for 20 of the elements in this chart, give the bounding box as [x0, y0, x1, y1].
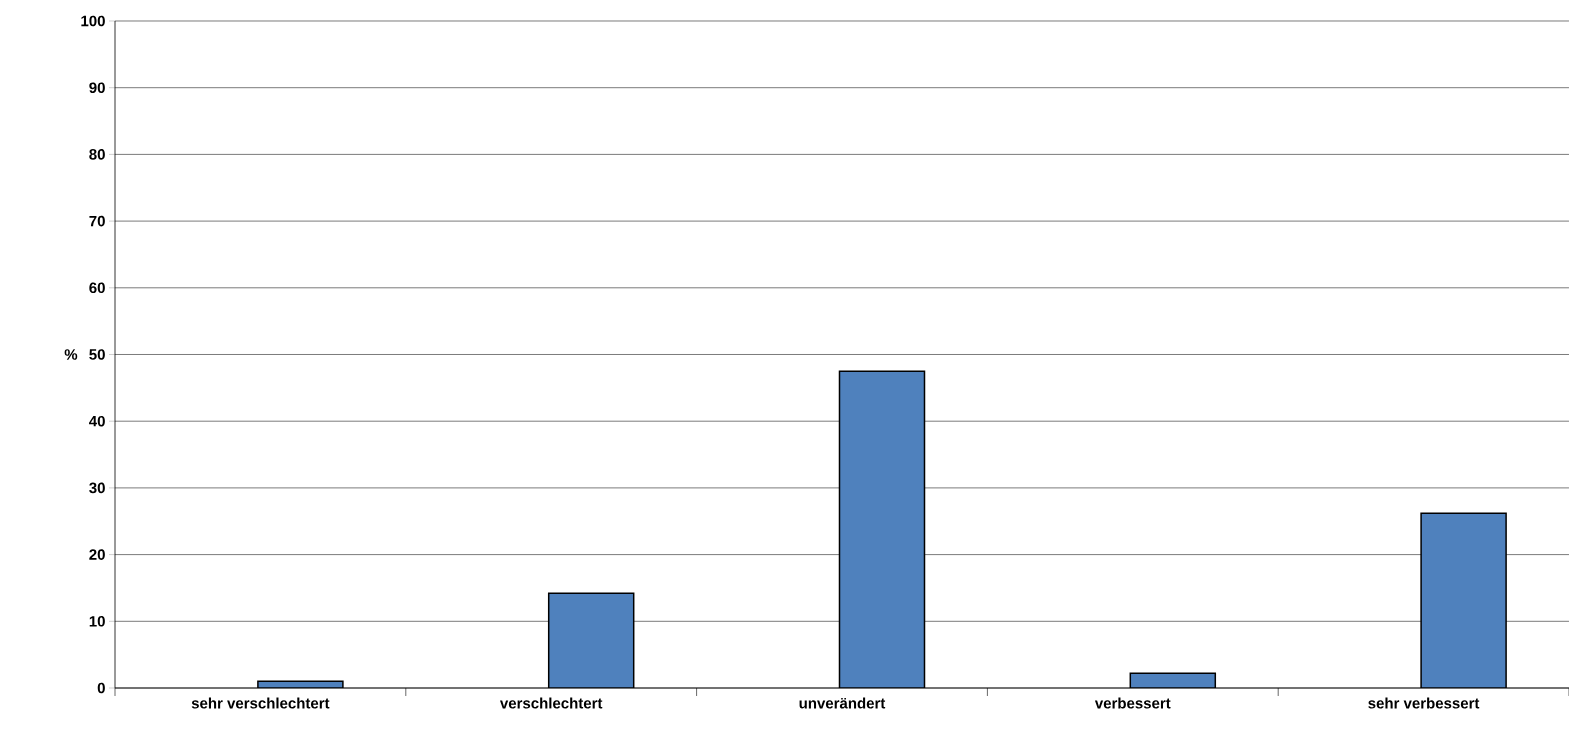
- y-tick-label: 70: [89, 215, 105, 227]
- y-tick-label: 0: [97, 682, 105, 694]
- x-tick-label: unverändert: [799, 697, 886, 709]
- y-tick-label: 10: [89, 615, 105, 627]
- x-tick-label: verschlechtert: [499, 697, 603, 709]
- x-tick-label: verbessert: [1094, 697, 1171, 709]
- y-tick-label: 60: [89, 282, 105, 294]
- y-tick-label: 50: [89, 349, 105, 360]
- bar: [547, 592, 635, 688]
- y-tick-label: 80: [89, 149, 105, 160]
- bar: [1420, 512, 1507, 688]
- y-tick-label: 30: [89, 482, 105, 494]
- x-tick-label: sehr verbessert: [1368, 697, 1480, 709]
- y-tick-label: 40: [89, 415, 105, 427]
- y-tick-label: 90: [89, 82, 105, 93]
- bar: [838, 370, 926, 688]
- x-tick-label: sehr verschlechtert: [191, 697, 330, 709]
- y-axis-title: %: [64, 349, 78, 360]
- y-tick-label: 100: [81, 15, 105, 27]
- y-tick-label: 20: [89, 549, 105, 560]
